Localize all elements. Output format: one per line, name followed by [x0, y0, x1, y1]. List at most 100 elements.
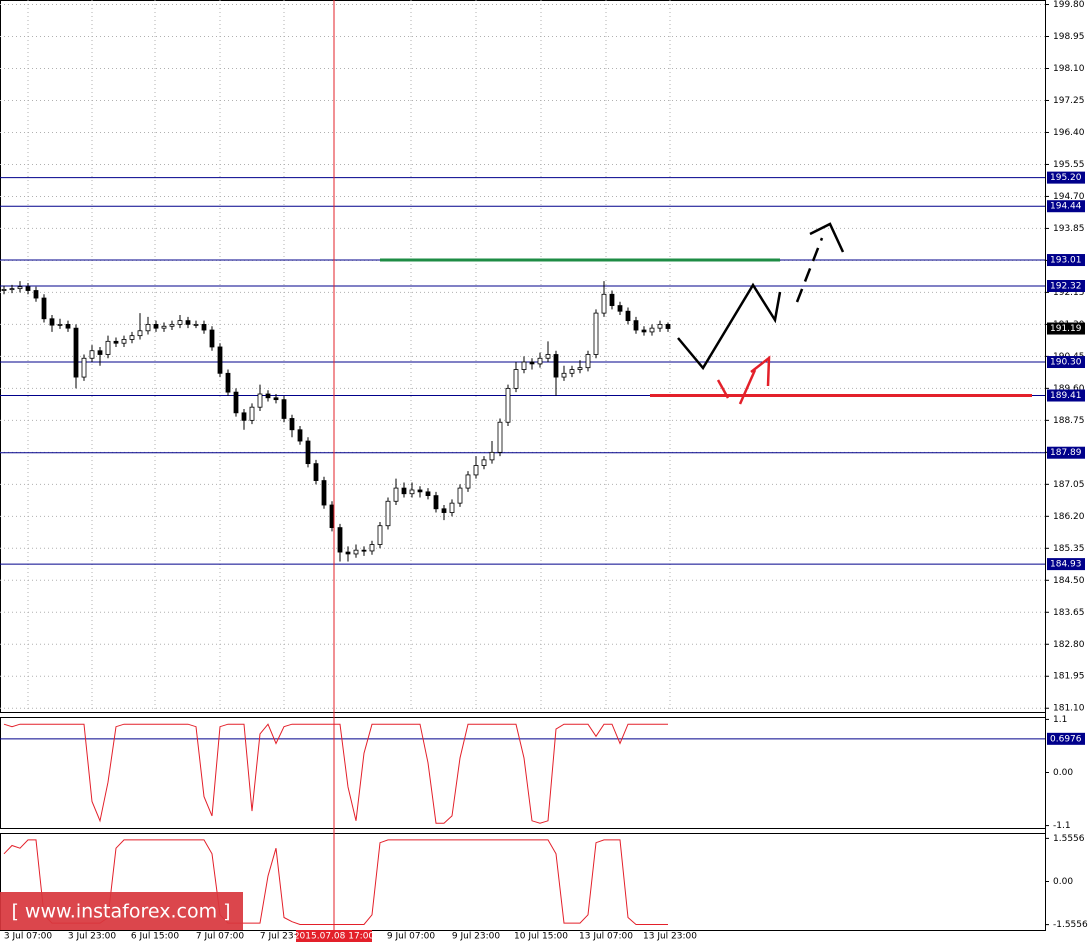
y-tick-label: 194.70	[1053, 192, 1085, 202]
candle-body	[353, 549, 359, 555]
candle-body	[329, 504, 335, 529]
forecast-dash	[795, 237, 824, 303]
candle-body	[513, 369, 519, 389]
candle-body	[529, 361, 535, 365]
x-tick-label: 3 Jul 07:00	[4, 932, 53, 942]
level-label: 190.30	[1050, 358, 1082, 368]
candle-body	[161, 325, 167, 329]
candle-body	[1, 288, 7, 291]
y-tick-label: 188.75	[1053, 416, 1085, 426]
level-label: 189.41	[1050, 391, 1082, 401]
y-tick-label: 186.20	[1053, 512, 1085, 522]
level-box	[1047, 446, 1085, 459]
y-tick-label: 187.05	[1053, 480, 1085, 490]
candle-body	[545, 354, 551, 359]
candle-body	[97, 350, 103, 355]
candle-body	[401, 487, 407, 495]
candle-body	[641, 329, 647, 333]
candle-body	[273, 397, 279, 401]
watermark-box	[0, 892, 243, 930]
indicator-line	[3, 723, 668, 824]
y-tick-label: 189.60	[1053, 384, 1085, 394]
level-box	[1047, 254, 1085, 267]
candle-body	[609, 293, 615, 306]
forecast-path	[677, 282, 782, 371]
y-tick-label: 0.00	[1053, 877, 1073, 887]
candle-body	[209, 329, 215, 348]
candle-body	[177, 320, 183, 325]
level-label: 184.93	[1050, 560, 1082, 570]
last-price-label: 191.19	[1050, 324, 1082, 334]
level-label: 195.20	[1050, 173, 1082, 183]
x-tick-label: 6 Jul 15:00	[131, 932, 180, 942]
candle-body	[17, 286, 23, 290]
level-box	[1047, 389, 1085, 402]
candle-body	[361, 549, 367, 552]
y-tick-label: 1.1	[1053, 715, 1067, 725]
candle-body	[465, 474, 471, 489]
candle-body	[265, 393, 271, 399]
level-box	[1047, 171, 1085, 184]
candle-body	[649, 327, 655, 333]
y-tick-label: 183.65	[1053, 608, 1085, 618]
y-tick-label: 198.10	[1053, 64, 1085, 74]
candle-body	[449, 502, 455, 513]
candle-body	[409, 489, 415, 495]
candle-body	[457, 487, 463, 504]
y-tick-label: 199.80	[1053, 0, 1085, 10]
x-tick-label: 10 Jul 15:00	[514, 932, 568, 942]
candle-body	[249, 406, 255, 421]
candle-body	[593, 312, 599, 355]
candle-body	[369, 544, 375, 552]
candle-body	[521, 361, 527, 370]
y-tick-label: 196.40	[1053, 128, 1085, 138]
y-tick-label: 0.00	[1053, 768, 1073, 778]
y-tick-label: 195.55	[1053, 160, 1085, 170]
y-tick-label: 197.25	[1053, 96, 1085, 106]
candle-body	[441, 508, 447, 513]
candle-body	[585, 354, 591, 369]
candle-body	[217, 346, 223, 374]
candle-body	[169, 323, 175, 327]
candle-body	[305, 440, 311, 465]
y-tick-label: 198.95	[1053, 32, 1085, 42]
candle-body	[385, 500, 391, 527]
candle-body	[577, 367, 583, 370]
x-tick-label: 7 Jul 23:00	[260, 932, 309, 942]
candle-body	[433, 495, 439, 510]
alt-dash	[716, 379, 730, 399]
y-tick-label: -1.5556	[1053, 920, 1088, 930]
candle-body	[201, 323, 207, 331]
candle-body	[313, 463, 319, 481]
candle-body	[377, 525, 383, 545]
candle-body	[569, 369, 575, 374]
candle-body	[89, 350, 95, 359]
y-tick-label: 182.80	[1053, 640, 1085, 650]
candle-body	[393, 487, 399, 502]
candle-body	[289, 418, 295, 431]
candle-body	[337, 527, 343, 553]
layer: 195.20 194.44 193.01 192.32 190.30 189.41 187.…	[294, 0, 1085, 942]
candle-body	[105, 340, 111, 355]
candle-body	[281, 399, 287, 419]
candle-body	[561, 372, 567, 378]
level-box	[1047, 280, 1085, 293]
level-label: 187.89	[1050, 448, 1082, 458]
candle-body	[497, 421, 503, 453]
alt-dash	[738, 369, 757, 405]
y-tick-label: 1.5556	[1053, 834, 1085, 844]
candle-body	[625, 310, 631, 322]
candle-body	[49, 318, 55, 326]
candle-body	[417, 489, 423, 493]
candle-body	[473, 465, 479, 476]
watermark: [ www.instaforex.com ]	[11, 901, 230, 923]
y-tick-label: 193.85	[1053, 224, 1085, 234]
x-tick-label: 13 Jul 23:00	[643, 932, 697, 942]
candle-body	[129, 335, 135, 340]
candle-body	[73, 327, 79, 378]
y-tick-label: 192.15	[1053, 288, 1085, 298]
x-tick-label: 3 Jul 23:00	[68, 932, 117, 942]
y-tick-label: 184.50	[1053, 576, 1085, 586]
